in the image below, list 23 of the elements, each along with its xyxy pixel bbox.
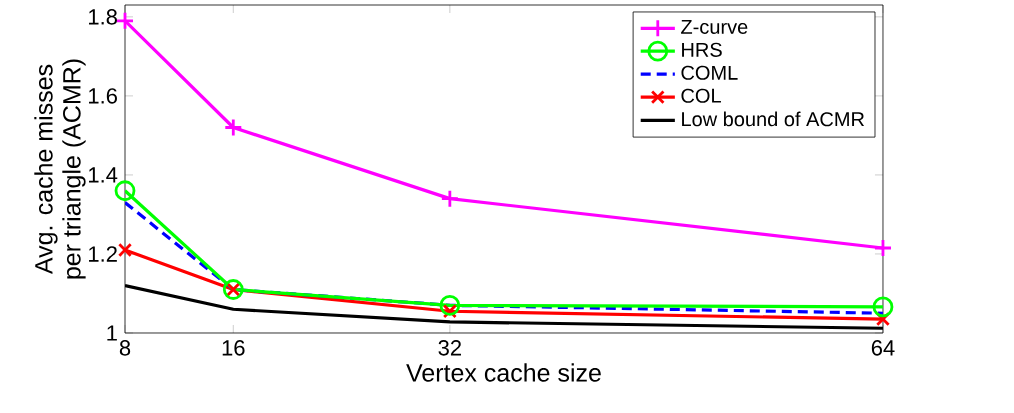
y-tick-label: 1.2 bbox=[89, 246, 117, 262]
point bbox=[115, 11, 135, 31]
point bbox=[117, 242, 133, 258]
legend-label: Z-curve bbox=[681, 19, 748, 34]
point bbox=[440, 189, 460, 209]
x-tick-label: 32 bbox=[438, 340, 461, 356]
x-tick-label: 64 bbox=[871, 340, 895, 356]
point bbox=[439, 294, 461, 316]
y-tick-label: 1.6 bbox=[89, 88, 117, 104]
point bbox=[223, 118, 243, 137]
y-tick-label: 1 bbox=[107, 325, 117, 341]
legend-label: COML bbox=[681, 65, 738, 80]
legend-label: HRS bbox=[682, 42, 722, 57]
legend-label: Low bound of ACMR bbox=[682, 111, 865, 127]
x-tick-label: 8 bbox=[119, 340, 131, 356]
point bbox=[873, 238, 893, 258]
point bbox=[872, 296, 894, 318]
x-tick-label: 16 bbox=[222, 340, 245, 356]
x-axis-title: Vertex cache size bbox=[406, 363, 601, 382]
y-tick-label: 1.4 bbox=[89, 167, 118, 183]
y-axis-title: Avg. cache misses per triangle (ACMR) bbox=[34, 59, 86, 279]
y-tick-label: 1.8 bbox=[89, 9, 117, 25]
legend-label: COL bbox=[681, 88, 721, 103]
